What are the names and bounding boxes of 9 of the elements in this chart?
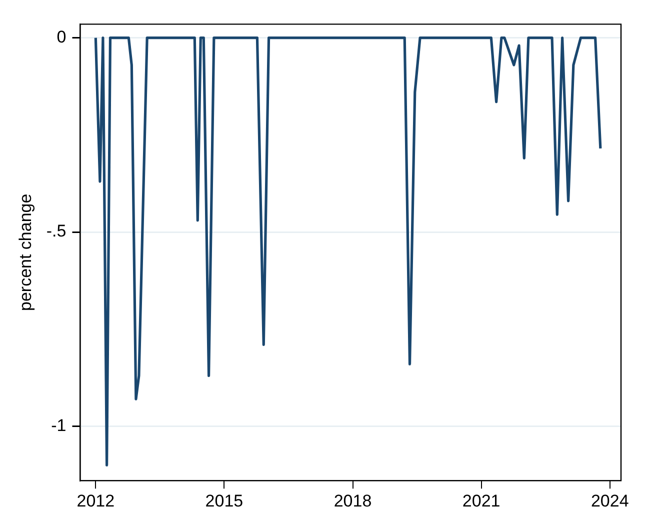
y-tick-label: 0 <box>56 27 66 46</box>
x-tick-label: 2021 <box>462 491 500 510</box>
y-axis-title: percent change <box>16 194 35 311</box>
x-tick-label: 2024 <box>590 491 629 510</box>
x-tick-label: 2015 <box>205 491 244 510</box>
y-tick-label: -1 <box>51 416 66 435</box>
x-tick-label: 2012 <box>76 491 115 510</box>
y-tick-label: -.5 <box>46 222 66 241</box>
x-tick-label: 2018 <box>334 491 372 510</box>
